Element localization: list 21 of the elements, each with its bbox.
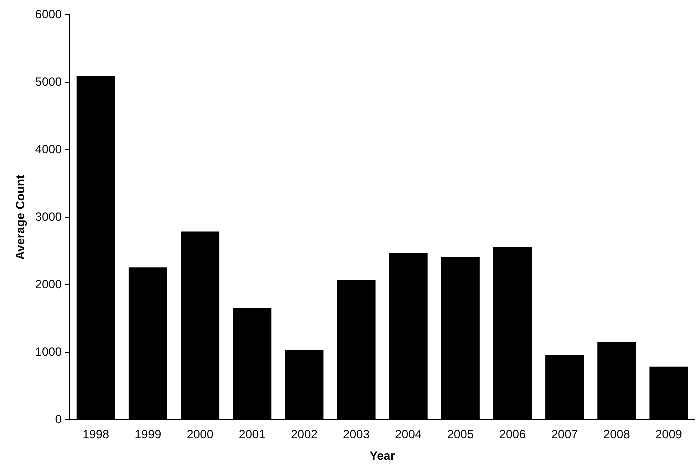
x-tick-label: 2003 (343, 428, 370, 442)
y-axis-title: Average Count (14, 175, 28, 260)
y-tick-label: 3000 (35, 210, 62, 224)
x-tick-label: 2007 (551, 428, 578, 442)
x-tick-label: 2000 (186, 428, 214, 442)
y-tick-label: 6000 (35, 7, 62, 22)
x-tick-label: 2002 (291, 428, 318, 442)
y-tick-label: 2000 (35, 277, 62, 292)
x-axis-title: Year (370, 449, 396, 464)
x-tick-label: 2008 (604, 428, 631, 442)
x-tick-label: 2009 (656, 428, 683, 442)
x-tick-label: 2001 (239, 428, 266, 442)
x-tick-label: 1999 (134, 428, 162, 442)
x-tick-label: 1998 (82, 428, 110, 442)
y-tick-label: 1000 (35, 344, 62, 359)
x-tick-label: 2005 (447, 428, 474, 442)
y-tick-label: 5000 (35, 74, 62, 89)
y-tick-label: 4000 (35, 142, 62, 156)
y-tick-label: 0 (55, 412, 62, 427)
x-tick-label: 2006 (499, 428, 526, 442)
x-tick-label: 2004 (395, 428, 422, 442)
